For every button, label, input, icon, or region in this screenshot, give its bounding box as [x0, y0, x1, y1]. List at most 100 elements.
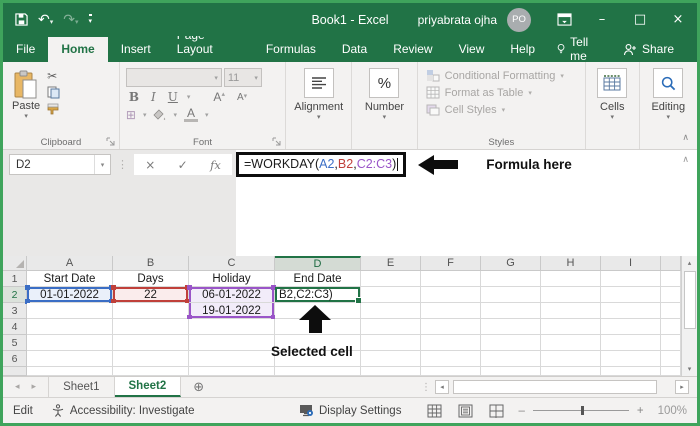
tab-data[interactable]: Data	[341, 42, 368, 56]
cell-A3[interactable]	[27, 303, 113, 319]
cell-G6[interactable]	[481, 351, 541, 367]
number-button[interactable]: % Number ▾	[360, 66, 409, 135]
cut-icon[interactable]: ✂	[47, 69, 58, 83]
row-header-2[interactable]: 2	[3, 287, 27, 303]
tab-home[interactable]: Home	[48, 37, 108, 62]
tell-me-button[interactable]: Tell me	[548, 35, 610, 63]
cell-H5[interactable]	[541, 335, 601, 351]
cell-F6[interactable]	[421, 351, 481, 367]
ribbon-display-options-button[interactable]	[545, 3, 583, 36]
scroll-left-icon[interactable]: ◂	[435, 380, 449, 394]
font-name-select[interactable]: ▾	[125, 68, 222, 87]
zoom-slider[interactable]	[532, 406, 629, 415]
cell-A5[interactable]	[27, 335, 113, 351]
display-settings-button[interactable]: Display Settings	[299, 404, 401, 417]
cell-E4[interactable]	[361, 319, 421, 335]
cell-A6[interactable]	[27, 351, 113, 367]
redo-button[interactable]: ↷▾	[63, 11, 78, 29]
cell-E5[interactable]	[361, 335, 421, 351]
cell-D6[interactable]	[275, 351, 361, 367]
cell-B3[interactable]	[113, 303, 189, 319]
sheet-tab-sheet2[interactable]: Sheet2	[114, 377, 182, 397]
tab-review[interactable]: Review	[393, 42, 433, 56]
alignment-button[interactable]: Alignment ▾	[289, 66, 348, 135]
cell-E1[interactable]	[361, 271, 421, 287]
column-header-H[interactable]: H	[541, 256, 601, 271]
maximize-button[interactable]: □	[633, 12, 647, 27]
format-as-table-button[interactable]: Format as Table ▾	[426, 86, 564, 99]
normal-view-icon[interactable]	[427, 404, 442, 418]
next-sheet-icon[interactable]: ▸	[31, 382, 37, 392]
cell-C5[interactable]	[189, 335, 275, 351]
cell-C3[interactable]: 19-01-2022	[187, 303, 276, 320]
cell-A1[interactable]: Start Date	[27, 271, 113, 287]
cell-I2[interactable]	[601, 287, 661, 303]
italic-button[interactable]: I	[151, 90, 156, 104]
cell-I5[interactable]	[601, 335, 661, 351]
cell-G2[interactable]	[481, 287, 541, 303]
sheet-tab-sheet1[interactable]: Sheet1	[49, 377, 115, 397]
cell-C2[interactable]: 06-01-2022	[187, 285, 276, 303]
collapse-formula-bar-icon[interactable]: ∧	[682, 155, 689, 165]
cell-B1[interactable]: Days	[113, 271, 189, 287]
cell-F5[interactable]	[421, 335, 481, 351]
scroll-up-icon[interactable]: ▴	[687, 259, 692, 267]
chevron-down-icon[interactable]: ▾	[173, 110, 177, 119]
cell-B4[interactable]	[113, 319, 189, 335]
cell-D5[interactable]	[275, 335, 361, 351]
scrollbar-splitter[interactable]: ⋮	[421, 381, 431, 393]
select-all-corner[interactable]	[3, 256, 27, 271]
zoom-level[interactable]: 100%	[657, 404, 687, 417]
cell-styles-button[interactable]: Cell Styles ▾	[426, 103, 564, 116]
cell-E3[interactable]	[361, 303, 421, 319]
row-header-6[interactable]: 6	[3, 351, 27, 367]
customize-qat-icon[interactable]: ▾	[88, 14, 93, 25]
column-header-E[interactable]: E	[361, 256, 421, 271]
cell-I1[interactable]	[601, 271, 661, 287]
font-size-select[interactable]: 11 ▾	[223, 68, 262, 87]
scroll-right-icon[interactable]: ▸	[675, 380, 689, 394]
cell-D2[interactable]: B2,C2:C3)	[275, 287, 363, 305]
enter-formula-icon[interactable]: ✓	[177, 157, 188, 172]
insert-function-icon[interactable]: fx	[210, 157, 221, 172]
zoom-slider-thumb[interactable]	[580, 406, 584, 415]
cell-F4[interactable]	[421, 319, 481, 335]
fill-color-icon[interactable]	[153, 108, 166, 121]
tab-formulas[interactable]: Formulas	[265, 42, 316, 56]
cell-H4[interactable]	[541, 319, 601, 335]
paste-button[interactable]: Paste ▾	[7, 66, 45, 135]
row-header-4[interactable]: 4	[3, 319, 27, 335]
borders-icon[interactable]: ⊞	[125, 107, 136, 122]
cell-H6[interactable]	[541, 351, 601, 367]
user-name[interactable]: priyabrata ojha	[417, 12, 497, 27]
cell-A4[interactable]	[27, 319, 113, 335]
cell-I3[interactable]	[601, 303, 661, 319]
minimize-button[interactable]: –	[598, 12, 606, 27]
cell-G5[interactable]	[481, 335, 541, 351]
column-header-B[interactable]: B	[113, 256, 189, 271]
column-header-G[interactable]: G	[481, 256, 541, 271]
cell-D4[interactable]	[275, 319, 361, 335]
cell-G4[interactable]	[481, 319, 541, 335]
horizontal-scrollbar-thumb[interactable]	[453, 380, 657, 394]
cell-E6[interactable]	[361, 351, 421, 367]
cell-F1[interactable]	[421, 271, 481, 287]
column-header-I[interactable]: I	[601, 256, 661, 271]
chevron-down-icon[interactable]: ▾	[186, 93, 191, 101]
accessibility-checker[interactable]: Accessibility: Investigate	[51, 404, 194, 417]
conditional-formatting-button[interactable]: Conditional Formatting ▾	[426, 69, 564, 82]
tab-view[interactable]: View	[458, 42, 485, 56]
editing-button[interactable]: Editing ▾	[646, 66, 690, 135]
format-painter-icon[interactable]	[47, 103, 60, 115]
font-dialog-launcher-icon[interactable]	[272, 137, 282, 147]
scroll-down-icon[interactable]: ▾	[687, 365, 692, 373]
share-button[interactable]: Share	[614, 36, 683, 62]
cell-B2[interactable]: 22	[111, 285, 190, 303]
font-color-button[interactable]: A	[183, 107, 198, 122]
cell-C4[interactable]	[189, 319, 275, 335]
page-break-preview-icon[interactable]	[489, 404, 504, 418]
cancel-formula-icon[interactable]: ×	[145, 157, 156, 172]
name-box[interactable]: D2 ▾	[9, 154, 111, 175]
row-header-3[interactable]: 3	[3, 303, 27, 319]
cell-C6[interactable]	[189, 351, 275, 367]
